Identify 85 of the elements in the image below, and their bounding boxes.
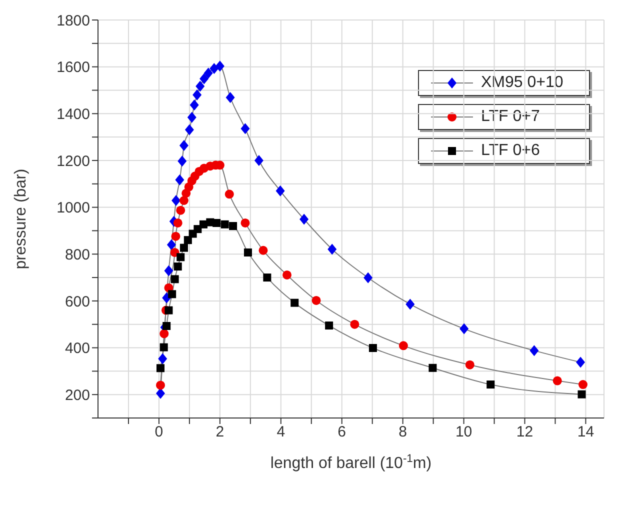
point xyxy=(176,206,186,215)
y-tick-label: 1200 xyxy=(56,152,90,170)
y-tick-label: 1000 xyxy=(56,200,90,217)
point xyxy=(171,232,180,241)
point xyxy=(174,262,182,271)
point xyxy=(576,356,586,368)
point xyxy=(290,298,299,307)
y-tick-label: 1600 xyxy=(56,59,90,76)
point xyxy=(328,244,337,255)
x-tick-label: 4 xyxy=(276,424,286,441)
point xyxy=(226,92,235,103)
point xyxy=(180,244,188,252)
point xyxy=(156,364,164,372)
point xyxy=(552,376,562,386)
point xyxy=(196,80,205,92)
point xyxy=(364,272,373,284)
x-tick-label: 0 xyxy=(154,424,164,441)
x-axis-title: length of barell (10$^{-1}$m) xyxy=(270,453,432,472)
point xyxy=(263,274,272,282)
point xyxy=(258,246,268,255)
y-tick-label: 1800 xyxy=(56,12,90,30)
x-tick-label: 6 xyxy=(338,424,346,441)
point xyxy=(578,380,588,390)
point xyxy=(212,218,221,227)
point xyxy=(460,323,469,334)
point xyxy=(300,214,309,225)
point xyxy=(170,275,179,284)
y-tick-label: 400 xyxy=(64,340,90,358)
point xyxy=(276,185,285,196)
point xyxy=(179,140,188,151)
point xyxy=(224,190,234,199)
x-tick-label: 14 xyxy=(577,424,594,441)
point xyxy=(215,60,224,72)
point xyxy=(160,329,169,338)
point xyxy=(578,390,586,398)
point xyxy=(240,123,250,134)
point xyxy=(350,320,360,329)
x-tick-label: 8 xyxy=(398,424,407,441)
point xyxy=(192,89,202,100)
point xyxy=(160,343,168,352)
legend-label: XM95 0+10 xyxy=(481,74,564,92)
point xyxy=(173,218,182,228)
point xyxy=(406,298,415,310)
point xyxy=(178,156,187,167)
y-tick-label: 1400 xyxy=(56,106,90,123)
y-tick-label: 600 xyxy=(64,293,90,310)
point xyxy=(190,99,199,110)
point xyxy=(172,195,181,206)
y-axis-title: pressure (bar) xyxy=(12,168,30,270)
point xyxy=(179,196,188,206)
legend-frame: XM95 0+10 xyxy=(418,70,590,96)
point xyxy=(312,296,321,305)
point xyxy=(200,73,209,84)
point xyxy=(465,360,474,370)
point xyxy=(240,218,250,228)
x-tick-label: 2 xyxy=(216,424,224,441)
point xyxy=(368,344,377,352)
point xyxy=(164,265,174,276)
point xyxy=(166,239,176,250)
point xyxy=(164,306,173,314)
x-tick-label: 12 xyxy=(516,424,534,441)
point xyxy=(244,248,252,256)
point xyxy=(210,62,219,74)
point xyxy=(229,222,238,230)
point xyxy=(220,220,229,228)
point xyxy=(156,380,165,390)
point xyxy=(254,154,264,166)
point xyxy=(428,364,437,372)
point xyxy=(530,345,539,356)
point xyxy=(184,124,194,136)
point xyxy=(184,236,192,244)
point xyxy=(158,353,168,364)
point xyxy=(282,270,292,280)
point xyxy=(176,253,185,262)
point xyxy=(486,380,495,389)
point xyxy=(162,322,171,330)
y-tick-label: 200 xyxy=(64,386,90,404)
point xyxy=(325,322,334,330)
y-tick-label: 800 xyxy=(64,246,90,264)
point xyxy=(204,68,213,79)
point xyxy=(187,112,196,123)
x-tick-label: 10 xyxy=(455,424,472,441)
point xyxy=(175,174,184,186)
point xyxy=(168,290,176,298)
point xyxy=(398,341,408,350)
